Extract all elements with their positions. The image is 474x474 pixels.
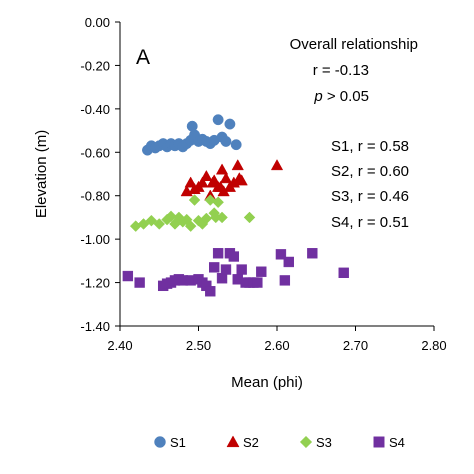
s1-point [212, 114, 224, 126]
s4-point [205, 286, 216, 297]
legend-marker-s2 [226, 435, 240, 448]
s2-point [219, 172, 233, 184]
s1-point [224, 118, 236, 130]
s3-point [212, 196, 224, 209]
s4-point [216, 273, 228, 284]
legend-marker-s1 [154, 436, 166, 448]
s3-correlation: S3, r = 0.46 [331, 188, 409, 205]
legend-label-s1: S1 [170, 435, 186, 450]
x-axis-title: Mean (phi) [231, 374, 303, 391]
x-tick-label: 2.80 [421, 338, 446, 353]
s3-point [165, 210, 177, 223]
annotations: A Overall relationship r = -0.13 p > 0.0… [136, 36, 418, 231]
legend-label-s4: S4 [389, 435, 405, 450]
overall-relationship-title: Overall relationship [290, 36, 418, 53]
series-s1 [142, 114, 242, 156]
legend-item-s3: S3 [299, 435, 332, 450]
s4-point [275, 249, 287, 260]
legend-label-s3: S3 [316, 435, 332, 450]
s3-point [200, 212, 213, 225]
s4-point [209, 262, 220, 273]
s2-point [184, 176, 197, 188]
s4-point [122, 270, 134, 282]
y-tick-label: -0.60 [80, 145, 110, 160]
s2-point [235, 174, 248, 186]
x-tick-label: 2.50 [186, 338, 211, 353]
legend-item-s2: S2 [226, 435, 259, 450]
s2-point [196, 176, 209, 188]
y-tick-label: -1.20 [80, 276, 110, 291]
s4-point [307, 248, 318, 259]
s2-point [208, 174, 221, 186]
legend-label-s2: S2 [243, 435, 259, 450]
series-s2 [180, 159, 284, 201]
panel-label: A [136, 46, 150, 69]
legend-item-s4: S4 [373, 435, 405, 450]
s4-correlation: S4, r = 0.51 [331, 214, 409, 231]
y-tick-label: -1.00 [80, 232, 110, 247]
s4-point [256, 266, 267, 277]
x-tick-label: 2.40 [107, 338, 132, 353]
y-tick-label: -1.40 [80, 319, 110, 334]
s3-point [243, 211, 256, 224]
y-tick-label: 0.00 [85, 15, 110, 30]
legend-item-s1: S1 [154, 435, 186, 450]
s3-point [204, 194, 217, 206]
s2-correlation: S2, r = 0.60 [331, 163, 409, 180]
s4-point [279, 275, 291, 286]
s1-point [220, 135, 232, 147]
s4-point [252, 277, 263, 288]
y-tick-label: -0.40 [80, 102, 110, 117]
y-axis-title: Elevation (m) [33, 130, 50, 218]
y-tick-label: -0.20 [80, 58, 110, 73]
legend-marker-s3 [299, 435, 313, 449]
s3-point [153, 218, 166, 230]
series-s4 [122, 248, 349, 297]
data-points [122, 114, 349, 297]
overall-p-value: p > 0.05 [313, 88, 369, 105]
s3-point [188, 194, 201, 206]
s2-point [270, 159, 284, 171]
s3-point [216, 211, 228, 224]
s4-point [236, 264, 247, 275]
axes: 2.40 2.50 2.60 2.70 2.80 0.00 -0.20 -0.40 -0.60 -… [80, 15, 446, 353]
s2-point [215, 163, 229, 175]
y-tick-label: -0.80 [80, 189, 110, 204]
p-comparison: > 0.05 [323, 88, 369, 105]
s1-correlation: S1, r = 0.58 [331, 138, 409, 155]
s4-point [220, 264, 232, 275]
legend-marker-s4 [373, 436, 385, 448]
p-symbol: p [313, 88, 322, 105]
s4-point [338, 267, 349, 278]
legend: S1 S2 S3 S4 [154, 435, 405, 450]
s3-point [184, 220, 197, 232]
overall-r-value: r = -0.13 [313, 62, 369, 79]
s4-point [212, 248, 224, 259]
x-tick-label: 2.60 [264, 338, 289, 353]
s4-point [228, 251, 240, 262]
s4-point [283, 256, 294, 268]
x-tick-label: 2.70 [343, 338, 368, 353]
series-s3 [129, 194, 256, 232]
s2-point [231, 159, 244, 171]
s4-point [134, 277, 145, 288]
s1-point [230, 139, 242, 151]
s2-point [200, 169, 213, 181]
